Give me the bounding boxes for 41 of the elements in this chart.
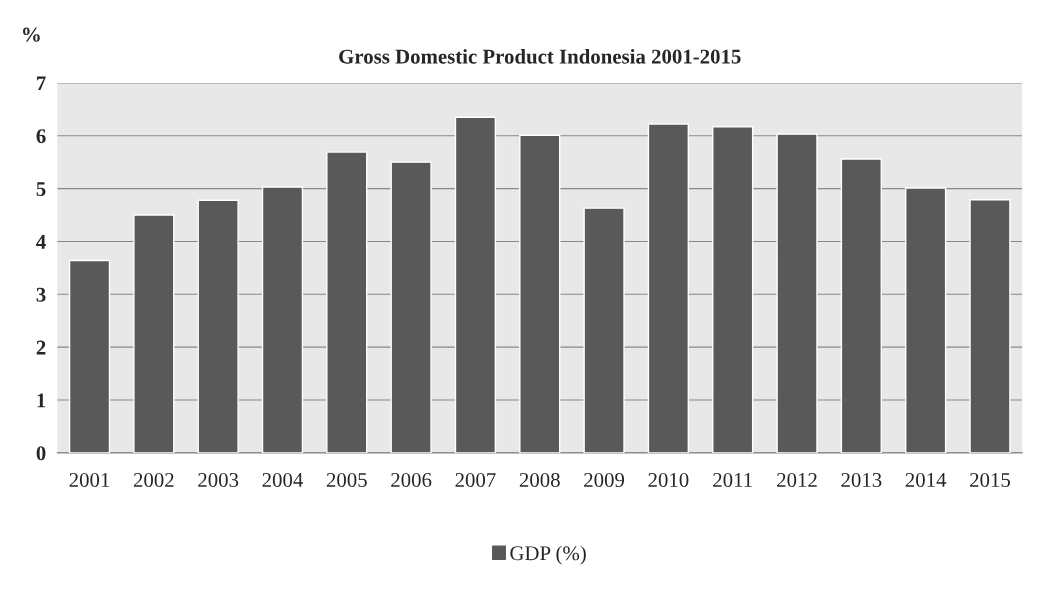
x-tick-label: 2011 bbox=[713, 472, 752, 487]
bar bbox=[261, 186, 304, 453]
x-tick-label: 2010 bbox=[648, 472, 689, 487]
x-tick-label: 2007 bbox=[455, 472, 496, 487]
x-tick-label: 2006 bbox=[391, 472, 432, 487]
bar bbox=[68, 259, 111, 453]
x-tick-label: 2004 bbox=[262, 472, 303, 487]
x-tick-label: 2002 bbox=[133, 472, 174, 487]
y-tick-label: 4 bbox=[36, 234, 46, 249]
bar bbox=[197, 199, 239, 453]
x-tick-label: 2014 bbox=[905, 472, 947, 487]
bar bbox=[905, 187, 947, 453]
bar bbox=[840, 158, 882, 453]
x-tick-label: 2008 bbox=[519, 472, 560, 487]
bar bbox=[454, 116, 497, 453]
y-tick-label: 3 bbox=[36, 287, 46, 302]
bar bbox=[776, 133, 818, 453]
bar bbox=[326, 151, 368, 453]
y-tick-label: 0 bbox=[36, 446, 46, 461]
x-tick-label: 2015 bbox=[970, 472, 1010, 487]
y-axis-title: % bbox=[23, 27, 40, 42]
y-tick-label: 6 bbox=[36, 129, 46, 144]
x-tick-label: 2009 bbox=[584, 472, 625, 487]
x-tick-label: 2013 bbox=[841, 472, 882, 487]
y-tick-label: 5 bbox=[36, 182, 46, 197]
y-tick-label: 1 bbox=[37, 393, 46, 408]
bar bbox=[583, 207, 625, 453]
x-tick-label: 2012 bbox=[777, 472, 817, 487]
x-tick-label: 2003 bbox=[198, 472, 239, 487]
y-tick-label: 2 bbox=[36, 340, 46, 355]
chart-title: Gross Domestic Product Indonesia 2001-2015 bbox=[339, 48, 741, 64]
bar bbox=[133, 214, 175, 453]
x-tick-label: 2005 bbox=[326, 472, 367, 487]
x-tick-label: 2001 bbox=[69, 472, 110, 487]
legend-label: GDP (%) bbox=[510, 545, 586, 565]
bar bbox=[647, 123, 690, 453]
bar bbox=[712, 126, 754, 453]
bar bbox=[390, 161, 432, 453]
y-tick-label: 7 bbox=[37, 76, 46, 91]
bar bbox=[969, 198, 1011, 453]
bar bbox=[519, 134, 561, 453]
